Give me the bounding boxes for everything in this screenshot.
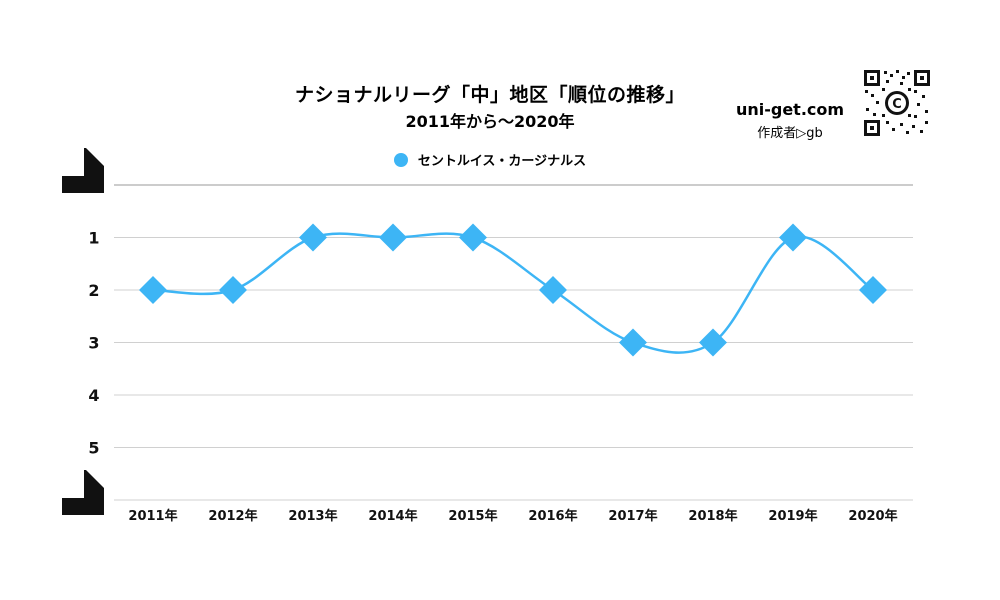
x-tick-label: 2019年 (768, 508, 817, 524)
legend-marker (393, 153, 408, 167)
corner-bracket-bottom (62, 470, 104, 515)
data-point-2015年 (459, 223, 487, 252)
data-point-2020年 (859, 276, 887, 304)
series-markers (139, 223, 887, 357)
data-point-2012年 (219, 276, 247, 304)
data-point-2017年 (619, 328, 647, 357)
legend: セントルイス・カージナルス (0, 150, 980, 169)
x-tick-label: 2014年 (368, 508, 417, 524)
x-tick-label: 2016年 (528, 508, 577, 524)
corner-bracket-top (62, 148, 104, 193)
y-tick-label: 1 (88, 229, 99, 248)
data-point-2013年 (299, 223, 327, 252)
qr-badge-letter: C (892, 97, 902, 112)
data-point-2016年 (539, 276, 567, 304)
x-tick-label: 2011年 (128, 508, 177, 524)
y-tick-label: 3 (88, 334, 99, 353)
data-point-2019年 (779, 223, 807, 252)
data-point-2018年 (699, 328, 727, 357)
y-tick-label: 5 (88, 439, 99, 458)
site-author: 作成者▷gb (757, 126, 823, 141)
data-point-2014年 (379, 223, 407, 252)
x-axis-ticks: 2011年 2012年 2013年 2014年 2015年 2016年 2017年 2018年… (128, 508, 897, 524)
x-tick-label: 2017年 (608, 508, 657, 524)
legend-label: セントルイス・カージナルス (417, 154, 587, 169)
qr-code-icon: C (862, 68, 932, 138)
x-tick-label: 2015年 (448, 508, 497, 524)
x-tick-label: 2013年 (288, 508, 337, 524)
y-axis-ticks: 1 2 3 4 5 (88, 229, 99, 458)
series-line (152, 232, 874, 354)
chart-subtitle: 2011年から～2020年 (405, 112, 575, 131)
chart-title: ナショナルリーグ「中」地区「順位の推移」 (294, 84, 685, 106)
x-tick-label: 2020年 (848, 508, 897, 524)
x-tick-label: 2012年 (208, 508, 257, 524)
gridlines (114, 237, 913, 501)
data-point-2011年 (139, 276, 167, 304)
site-url: uni-get.com (735, 100, 845, 119)
y-tick-label: 4 (88, 386, 99, 405)
y-tick-label: 2 (88, 281, 99, 300)
x-tick-label: 2018年 (688, 508, 737, 524)
